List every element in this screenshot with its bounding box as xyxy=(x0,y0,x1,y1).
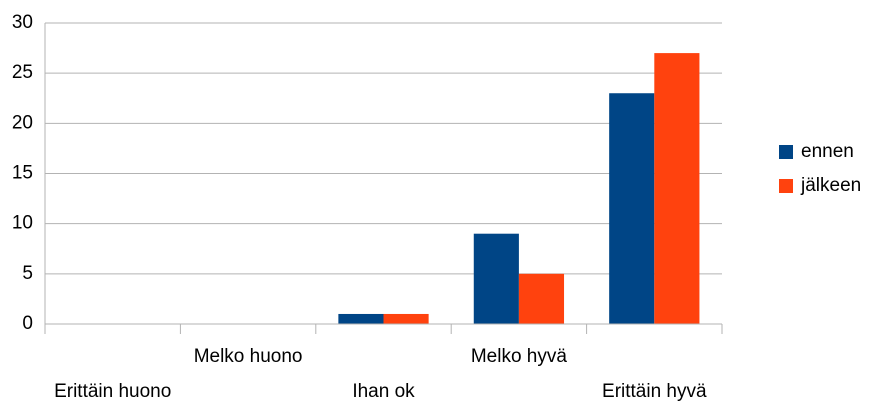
y-tick-label: 5 xyxy=(22,263,33,284)
y-tick-label: 0 xyxy=(22,313,33,334)
bar xyxy=(518,273,565,324)
x-tick-label: Ihan ok xyxy=(352,381,415,402)
y-tick-label: 10 xyxy=(12,213,33,234)
legend-label: ennen xyxy=(801,141,854,162)
legend-swatch xyxy=(779,145,793,159)
bar xyxy=(383,313,429,324)
legend-label: jälkeen xyxy=(800,175,861,196)
x-tick-label: Melko huono xyxy=(194,346,303,367)
bar xyxy=(654,53,700,324)
legend-swatch xyxy=(779,179,793,193)
x-tick-label: Melko hyvä xyxy=(471,346,568,367)
y-tick-label: 25 xyxy=(12,62,33,83)
bar xyxy=(338,313,384,324)
y-tick-label: 15 xyxy=(12,163,33,184)
x-tick-label: Erittäin hyvä xyxy=(602,381,707,402)
y-tick-label: 30 xyxy=(12,12,33,33)
y-tick-label: 20 xyxy=(12,112,33,133)
bar xyxy=(473,233,519,324)
x-tick-label: Erittäin huono xyxy=(54,381,171,402)
bar xyxy=(609,93,655,324)
